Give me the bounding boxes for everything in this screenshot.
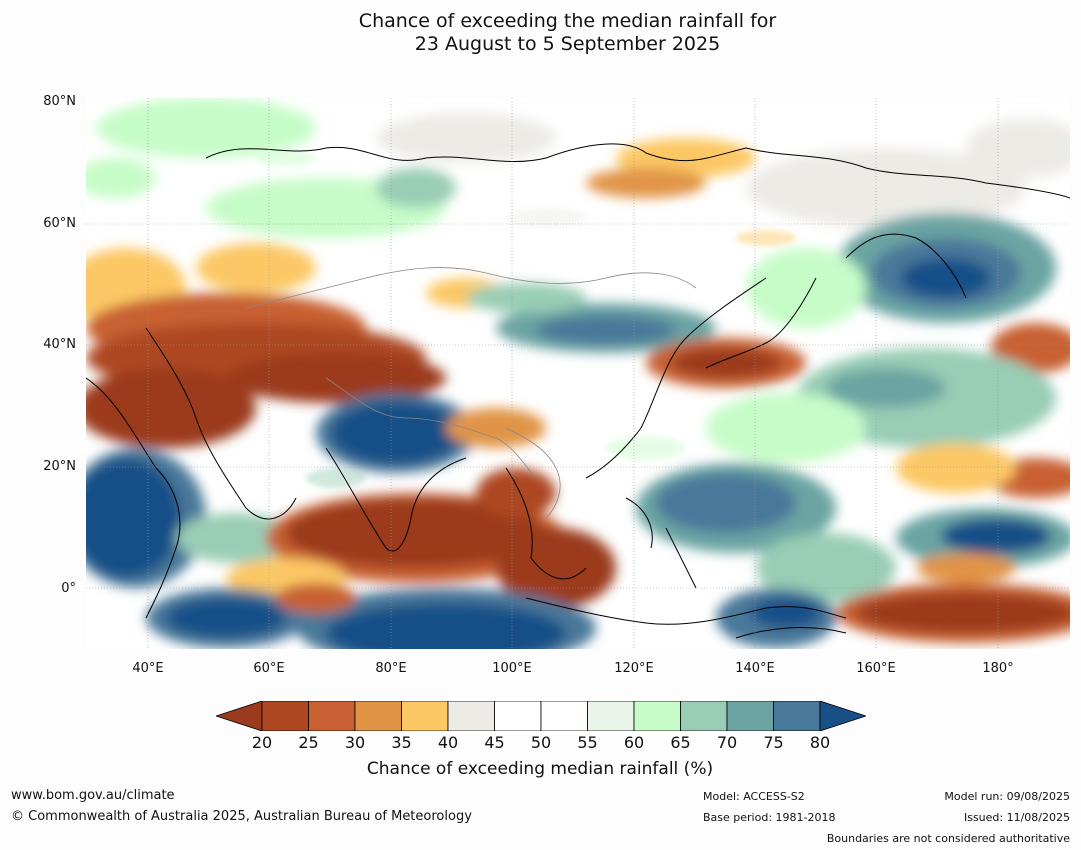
region-arctic-central <box>376 113 556 163</box>
lat-label-20n: 20°N <box>43 459 76 474</box>
colorbar-tick-label: 75 <box>763 733 784 752</box>
title-line-1: Chance of exceeding the median rainfall … <box>358 10 777 32</box>
lon-label-180: 180° <box>982 661 1014 676</box>
colorbar-cell <box>354 701 402 731</box>
lon-label-140e: 140°E <box>735 661 775 676</box>
footer-model-run: Model run: 09/08/2025 <box>944 790 1070 803</box>
lon-label-60e: 60°E <box>253 661 285 676</box>
footer-disclaimer: Boundaries are not considered authoritat… <box>826 832 1070 845</box>
lat-label-60n: 60°N <box>43 216 76 231</box>
lon-label-160e: 160°E <box>856 661 896 676</box>
footer-issued: Issued: 11/08/2025 <box>963 811 1070 824</box>
title-line-2: 23 August to 5 September 2025 <box>414 33 721 55</box>
colorbar-cells <box>216 701 866 731</box>
colorbar-cell <box>401 701 449 731</box>
colorbar-cell <box>680 701 728 731</box>
footer-model: Model: ACCESS-S2 <box>703 790 805 803</box>
colorbar-tick-label: 30 <box>344 733 366 752</box>
footer-copyright: © Commonwealth of Australia 2025, Austra… <box>11 809 472 824</box>
map-title: Chance of exceeding the median rainfall … <box>0 10 1081 56</box>
colorbar-label: Chance of exceeding median rainfall (%) <box>366 759 714 779</box>
colorbar-cell <box>540 701 588 731</box>
colorbar-tick-label: 60 <box>623 733 645 752</box>
colorbar <box>216 701 866 731</box>
colorbar-tick-label: 20 <box>251 733 273 752</box>
colorbar-cell <box>773 701 821 731</box>
lat-label-40n: 40°N <box>43 337 76 352</box>
lat-label-80n: 80°N <box>43 94 76 109</box>
colorbar-tick-label: 50 <box>530 733 552 752</box>
lat-label-0: 0° <box>61 581 76 596</box>
coastlines <box>86 143 1070 639</box>
footer-url[interactable]: www.bom.gov.au/climate <box>11 788 175 803</box>
colorbar-tick-label: 40 <box>437 733 459 752</box>
lon-label-40e: 40°E <box>132 661 164 676</box>
colorbar-extend-high <box>819 701 866 731</box>
colorbar-cell <box>308 701 356 731</box>
colorbar-cell <box>261 701 309 731</box>
colorbar-tick-label: 80 <box>809 733 831 752</box>
colorbar-cell <box>633 701 681 731</box>
colorbar-cell <box>447 701 495 731</box>
colorbar-tick-label: 45 <box>484 733 505 752</box>
colorbar-tick-label: 25 <box>298 733 319 752</box>
footer-base-period: Base period: 1981-2018 <box>703 811 836 824</box>
colorbar-tick-label: 35 <box>391 733 412 752</box>
colorbar-cell <box>726 701 774 731</box>
map-canvas <box>86 98 1070 649</box>
colorbar-tick-label: 65 <box>670 733 691 752</box>
colorbar-extend-low <box>216 701 263 731</box>
gridlines <box>86 98 1070 649</box>
region-middle-east <box>86 368 256 448</box>
colorbar-cell <box>587 701 635 731</box>
rainfall-probability-map <box>86 98 1070 649</box>
lon-label-100e: 100°E <box>492 661 532 676</box>
region-arctic-west <box>96 98 316 158</box>
probability-field <box>86 98 1070 649</box>
region-arctic-orange <box>616 138 756 178</box>
colorbar-tick-label: 70 <box>716 733 738 752</box>
contour-speckle <box>256 150 796 488</box>
lon-label-80e: 80°E <box>375 661 407 676</box>
colorbar-tick-label: 55 <box>577 733 598 752</box>
lon-label-120e: 120°E <box>614 661 654 676</box>
colorbar-cell <box>494 701 542 731</box>
country-boundaries <box>245 267 697 519</box>
